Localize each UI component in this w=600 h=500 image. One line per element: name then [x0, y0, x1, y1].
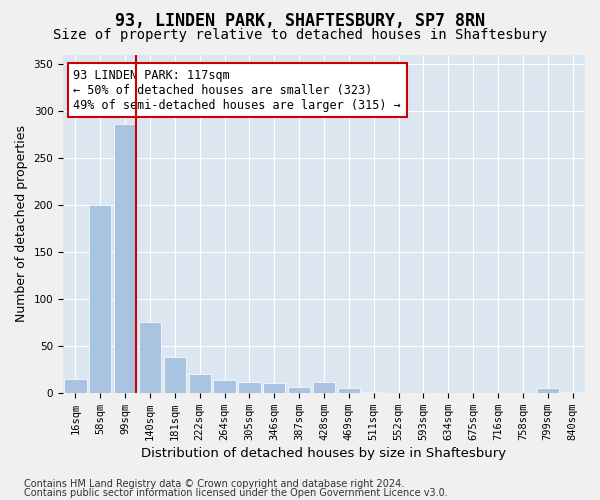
Text: 93, LINDEN PARK, SHAFTESBURY, SP7 8RN: 93, LINDEN PARK, SHAFTESBURY, SP7 8RN: [115, 12, 485, 30]
X-axis label: Distribution of detached houses by size in Shaftesbury: Distribution of detached houses by size …: [142, 447, 506, 460]
Bar: [89, 205, 112, 393]
Text: Size of property relative to detached houses in Shaftesbury: Size of property relative to detached ho…: [53, 28, 547, 42]
Bar: [536, 388, 559, 393]
Text: Contains HM Land Registry data © Crown copyright and database right 2024.: Contains HM Land Registry data © Crown c…: [24, 479, 404, 489]
Bar: [362, 392, 385, 393]
Bar: [164, 357, 186, 393]
Bar: [338, 388, 360, 393]
Bar: [114, 124, 136, 393]
Bar: [263, 382, 286, 393]
Bar: [238, 382, 260, 393]
Text: 93 LINDEN PARK: 117sqm
← 50% of detached houses are smaller (323)
49% of semi-de: 93 LINDEN PARK: 117sqm ← 50% of detached…: [73, 68, 401, 112]
Y-axis label: Number of detached properties: Number of detached properties: [15, 126, 28, 322]
Bar: [288, 387, 310, 393]
Bar: [214, 380, 236, 393]
Bar: [188, 374, 211, 393]
Bar: [139, 322, 161, 393]
Text: Contains public sector information licensed under the Open Government Licence v3: Contains public sector information licen…: [24, 488, 448, 498]
Bar: [64, 379, 86, 393]
Bar: [562, 392, 584, 393]
Bar: [313, 382, 335, 393]
